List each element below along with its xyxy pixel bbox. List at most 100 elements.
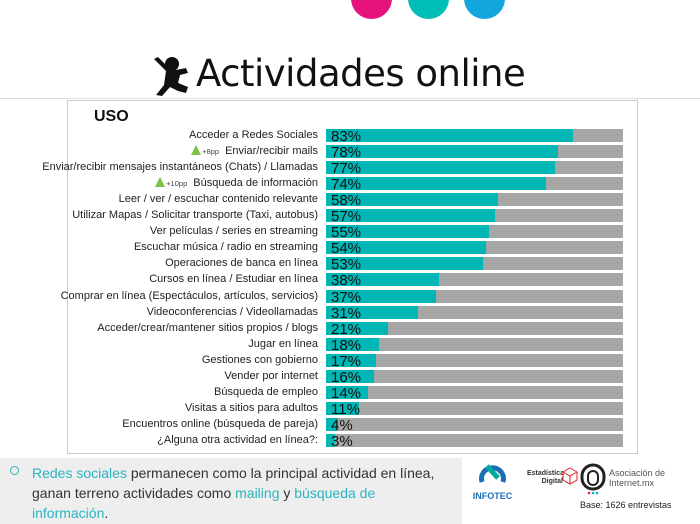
category-label: Videoconferencias / Videollamadas (147, 305, 318, 319)
decor-dot-pink (351, 0, 392, 19)
data-label: 14% (331, 384, 362, 402)
category-text: Comprar en línea (Espectáculos, artículo… (60, 289, 318, 302)
category-text: Cursos en línea / Estudiar en línea (149, 273, 318, 286)
bar-value (326, 401, 359, 415)
amipci-logo-icon (580, 463, 606, 495)
category-label: Utilizar Mapas / Solicitar transporte (T… (72, 208, 318, 222)
category-label: Comprar en línea (Espectáculos, artículo… (61, 289, 318, 303)
category-text: Operaciones de banca en línea (165, 257, 318, 270)
highlight-text: búsqueda de información (32, 485, 376, 521)
bar-value (326, 433, 335, 447)
bar-remainder (326, 417, 623, 431)
category-label: Escuchar música / radio en streaming (134, 240, 318, 254)
category-text: Visitas a sitios para adultos (184, 401, 318, 414)
data-label: 54% (331, 240, 362, 258)
bar-value (326, 241, 487, 255)
category-label: Operaciones de banca en línea (165, 256, 318, 270)
category-text: Acceder/crear/mantener sitios propios / … (97, 321, 318, 334)
category-label: Cursos en línea / Estudiar en línea (149, 272, 318, 286)
data-label: 16% (331, 368, 362, 386)
cube-icon (562, 467, 578, 485)
bar-value (326, 417, 338, 431)
category-text: Acceder a Redes Sociales (188, 129, 318, 141)
category-label: Visitas a sitios para adultos (185, 401, 318, 415)
note-span: y (279, 485, 295, 501)
bar-value (326, 321, 389, 335)
bar-value (326, 177, 546, 191)
highlight-text: Redes sociales (32, 465, 127, 481)
category-text: Vender por internet (224, 369, 318, 382)
infotec-logo: INFOTEC (470, 458, 515, 501)
decor-dot-teal (408, 0, 449, 19)
bar-value (326, 225, 490, 239)
page-title: Actividades online (196, 52, 526, 95)
category-text: Videoconferencias / Videollamadas (146, 305, 318, 318)
category-label: Ver películas / series en streaming (150, 224, 318, 238)
category-label: +8pp Enviar/recibir mails (191, 144, 318, 159)
category-text: Jugar en línea (248, 337, 318, 350)
bar-value (326, 209, 496, 223)
data-label: 83% (331, 128, 362, 145)
data-label: 38% (331, 272, 362, 290)
data-label: 78% (331, 144, 362, 162)
note-box (0, 458, 462, 524)
bar-remainder (326, 337, 623, 351)
note-span: . (104, 505, 109, 521)
bar-remainder (326, 385, 623, 399)
bar-remainder (326, 401, 623, 415)
data-label: 57% (331, 208, 362, 226)
category-text: Enviar/recibir mensajes instantáneos (Ch… (42, 161, 318, 174)
data-label: 17% (331, 352, 362, 370)
amipci-logo-text: Asociación de Internet.mx (609, 468, 666, 488)
category-text: Encuentros online (búsqueda de pareja) (122, 417, 318, 430)
category-label: Acceder/crear/mantener sitios propios / … (97, 321, 318, 335)
category-text: Utilizar Mapas / Solicitar transporte (T… (72, 209, 318, 222)
bar-value (326, 305, 419, 319)
decor-dot-blue (464, 0, 505, 19)
data-label: 3% (331, 432, 353, 450)
category-label: Búsqueda de empleo (214, 385, 318, 399)
data-label: 31% (331, 304, 362, 322)
category-label: Encuentros online (búsqueda de pareja) (122, 417, 318, 431)
bar-value (326, 337, 380, 351)
change-badge: +10pp (155, 177, 187, 188)
category-text: ¿Alguna otra actividad en línea?: (157, 433, 318, 446)
bar-value (326, 145, 558, 159)
bar-value (326, 369, 374, 383)
note-span: permanecen como la principal actividad e… (32, 465, 435, 501)
data-label: 58% (331, 192, 362, 210)
person-jumping-icon (154, 57, 188, 96)
category-text: Ver películas / series en streaming (149, 225, 318, 238)
highlight-text: mailing (235, 485, 280, 501)
bar-remainder (326, 353, 623, 367)
bar-value (326, 289, 436, 303)
bar-remainder (326, 321, 623, 335)
category-text: Enviar/recibir mails (225, 145, 318, 158)
change-badge: +8pp (191, 145, 219, 156)
bar-value (326, 161, 555, 175)
bullet-icon (10, 466, 19, 475)
category-label: Acceder a Redes Sociales (189, 128, 318, 142)
bar-value (326, 129, 573, 142)
data-label: 53% (331, 256, 362, 274)
category-label: Leer / ver / escuchar contenido relevant… (119, 192, 318, 206)
data-label: 11% (331, 400, 360, 418)
data-label: 21% (331, 320, 362, 338)
chart-title: USO (94, 108, 129, 125)
base-note: Base: 1626 entrevistas (580, 500, 672, 510)
category-label: Jugar en línea (248, 337, 318, 351)
up-triangle-icon (155, 177, 166, 188)
category-text: Escuchar música / radio en streaming (133, 241, 318, 254)
data-label: 18% (331, 336, 362, 354)
data-label: 4% (331, 416, 353, 434)
category-label: ¿Alguna otra actividad en línea?: (157, 433, 318, 447)
estadistica-digital-logo: Estadística Digital (527, 470, 564, 485)
category-text: Leer / ver / escuchar contenido relevant… (118, 193, 318, 206)
bar-remainder (326, 369, 623, 383)
bar-value (326, 273, 439, 287)
category-text: Búsqueda de información (193, 177, 318, 190)
up-triangle-icon (191, 145, 202, 156)
note-text: Redes sociales permanecen como la princi… (32, 463, 452, 523)
data-label: 37% (331, 288, 362, 306)
category-text: Gestiones con gobierno (201, 353, 318, 366)
